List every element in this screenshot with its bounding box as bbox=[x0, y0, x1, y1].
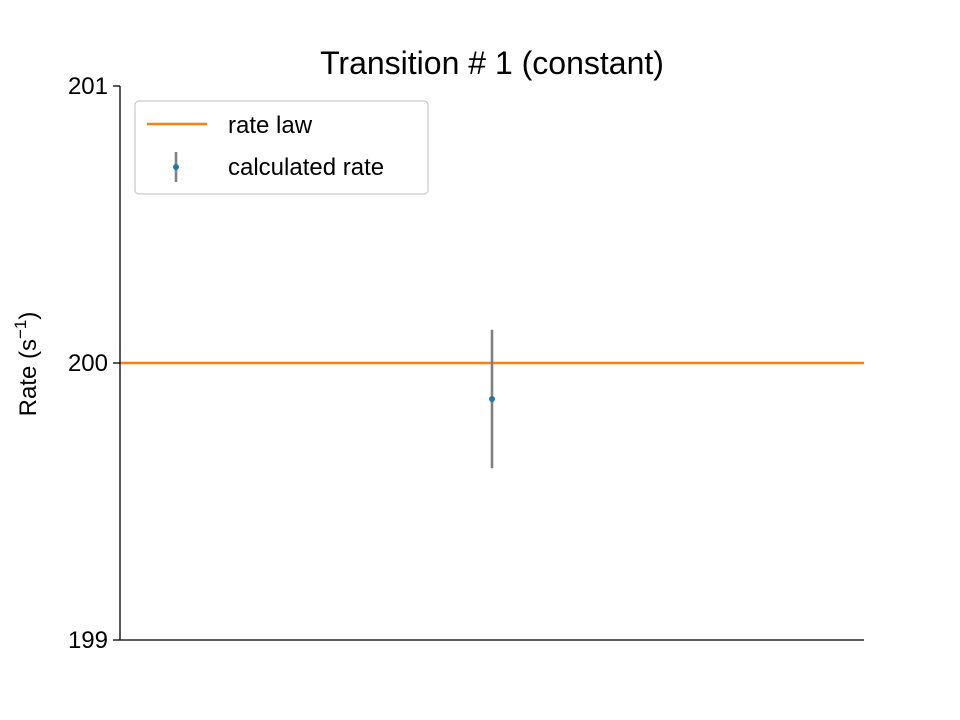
y-ticks: 199 200 201 bbox=[68, 73, 120, 654]
legend-label-calculated-rate: calculated rate bbox=[228, 154, 384, 181]
plot-area bbox=[120, 329, 864, 469]
chart-title: Transition # 1 (constant) bbox=[320, 45, 664, 81]
legend-label-rate-law: rate law bbox=[228, 112, 313, 139]
legend-frame bbox=[134, 100, 429, 195]
calculated-rate-point bbox=[489, 396, 495, 403]
y-axis-label: Rate (s−1) bbox=[11, 312, 42, 417]
y-axis-label-base: Rate (s bbox=[15, 339, 42, 416]
y-axis-label-exponent: −1 bbox=[11, 320, 30, 339]
legend-swatch-point bbox=[173, 164, 179, 170]
legend: rate law calculated rate bbox=[134, 100, 429, 195]
y-tick-label: 201 bbox=[68, 73, 108, 100]
y-tick-label: 199 bbox=[68, 627, 108, 654]
y-tick-label: 200 bbox=[68, 350, 108, 377]
y-axis-label-close: ) bbox=[15, 312, 42, 320]
